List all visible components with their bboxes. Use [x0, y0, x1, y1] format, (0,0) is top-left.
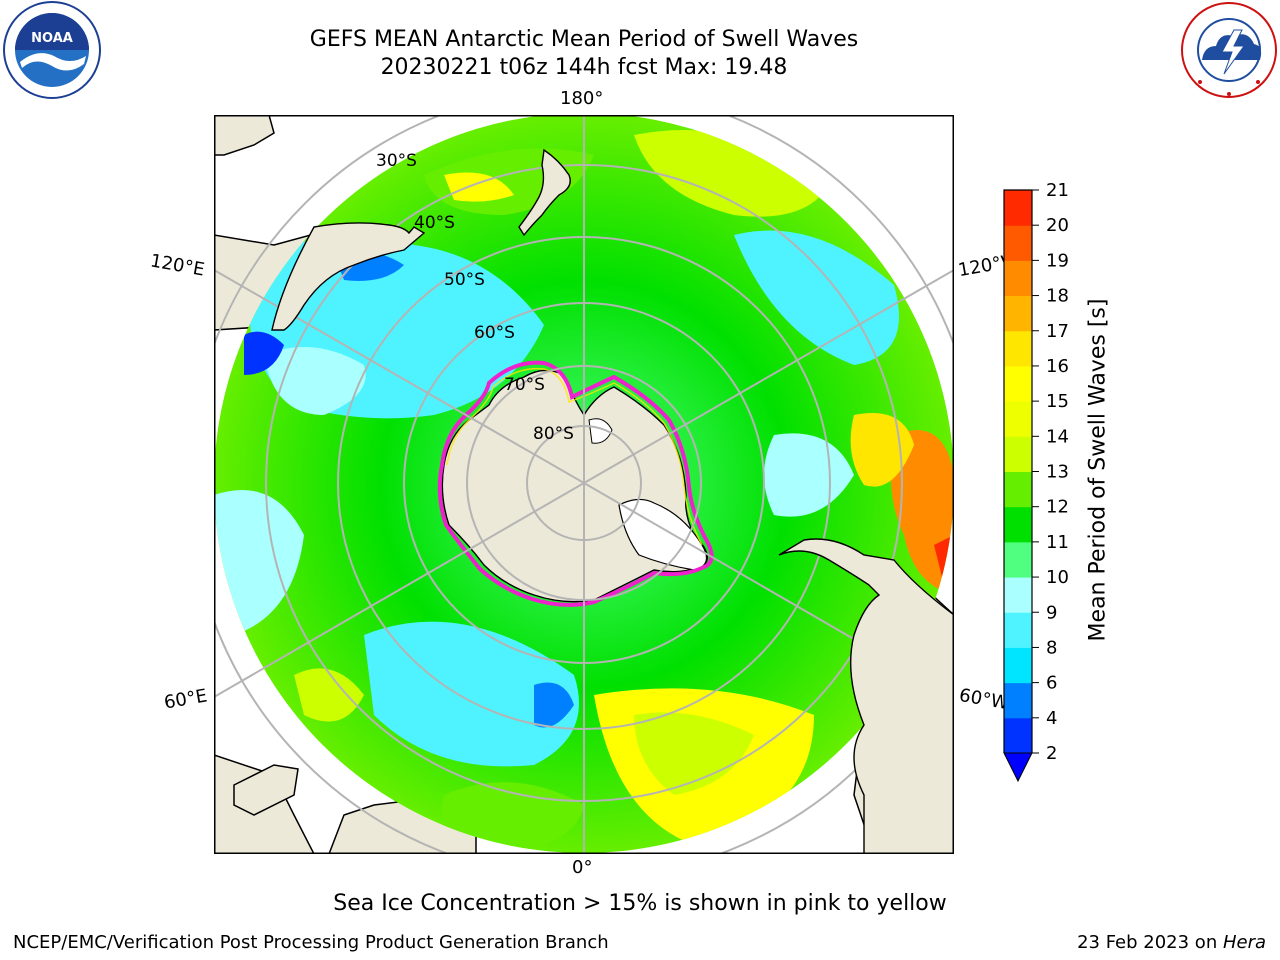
colorbar-ticks: 2 4 6 8 9 10 11 12 13 14 15 16 17 18 19 20 21: [1032, 180, 1069, 764]
colorbar-extend-arrow: [1003, 752, 1033, 783]
colorbar-swatch: [1004, 647, 1032, 684]
lon-label-180: 180°: [560, 88, 604, 109]
colorbar-swatch: [1004, 541, 1032, 578]
colorbar-swatch: [1004, 717, 1032, 754]
colorbar: 2 4 6 8 9 10 11 12 13 14 15 16 17 18 19 20 21: [1003, 180, 1069, 783]
colorbar-tick-label: 10: [1046, 567, 1069, 588]
colorbar-tick-label: 17: [1046, 321, 1069, 342]
colorbar-swatch: [1004, 365, 1032, 402]
colorbar-swatch: [1004, 190, 1032, 226]
footer-host: Hera: [1222, 932, 1266, 953]
colorbar-tick-label: 12: [1046, 497, 1069, 518]
lat-label-40s: 40°S: [414, 213, 455, 233]
colorbar-tick-label: 13: [1046, 462, 1069, 483]
graticule: [214, 115, 954, 854]
colorbar-tick-label: 4: [1046, 708, 1057, 729]
colorbar-swatch: [1004, 471, 1032, 508]
footer-credit: NCEP/EMC/Verification Post Processing Pr…: [13, 932, 609, 953]
nws-logo: [1181, 2, 1277, 98]
colorbar-swatch: [1004, 401, 1032, 437]
continents-inside: [271, 148, 954, 854]
colorbar-tick-label: 14: [1046, 426, 1069, 447]
lat-label-70s: 70°S: [504, 375, 545, 395]
lat-label-30s: 30°S: [376, 151, 417, 171]
colorbar-swatch: [1004, 225, 1032, 261]
colorbar-tick-label: 15: [1046, 391, 1069, 412]
colorbar-tick-label: 18: [1046, 286, 1069, 307]
sea-ice-note: Sea Ice Concentration > 15% is shown in …: [333, 891, 947, 916]
colorbar-swatches: [1003, 189, 1033, 783]
colorbar-swatch: [1004, 682, 1032, 719]
map-border: [214, 115, 954, 854]
lon-label-120e: 120°E: [148, 250, 207, 281]
colorbar-tick-label: 9: [1046, 602, 1057, 623]
ross-ice-shelf: [618, 498, 708, 571]
colorbar-tick-label: 16: [1046, 356, 1069, 377]
colorbar-swatch: [1004, 330, 1032, 367]
lon-label-60e: 60°E: [162, 685, 209, 714]
lat-label-60s: 60°S: [474, 323, 515, 343]
footer-date-text: 23 Feb 2023 on: [1077, 932, 1223, 953]
colorbar-tick-label: 21: [1046, 180, 1069, 201]
footer-date: 23 Feb 2023 on Hera: [1077, 932, 1266, 953]
lat-label-80s: 80°S: [533, 424, 574, 444]
colorbar-swatch: [1004, 577, 1032, 613]
noaa-logo: NOAA: [3, 1, 101, 99]
colorbar-title: Mean Period of Swell Waves [s]: [1085, 298, 1111, 642]
chart-subtitle: 20230221 t06z 144h fcst Max: 19.48: [380, 55, 788, 80]
colorbar-swatch: [1004, 295, 1032, 332]
noaa-logo-text: NOAA: [31, 31, 73, 46]
lon-label-0: 0°: [572, 857, 593, 878]
colorbar-tick-label: 20: [1046, 215, 1069, 236]
lat-label-50s: 50°S: [444, 270, 485, 290]
colorbar-tick-label: 6: [1046, 673, 1057, 694]
colorbar-swatch: [1004, 612, 1032, 648]
sea-ice-edge: [437, 360, 714, 607]
colorbar-tick-label: 11: [1046, 532, 1069, 553]
colorbar-tick-label: 19: [1046, 250, 1069, 271]
polar-map: [214, 115, 954, 854]
chart-title: GEFS MEAN Antarctic Mean Period of Swell…: [309, 27, 859, 52]
colorbar-tick-label: 2: [1046, 743, 1057, 764]
colorbar-swatch: [1004, 506, 1032, 543]
colorbar-tick-label: 8: [1046, 637, 1057, 658]
colorbar-swatch: [1004, 436, 1032, 472]
colorbar-swatch: [1004, 260, 1032, 297]
